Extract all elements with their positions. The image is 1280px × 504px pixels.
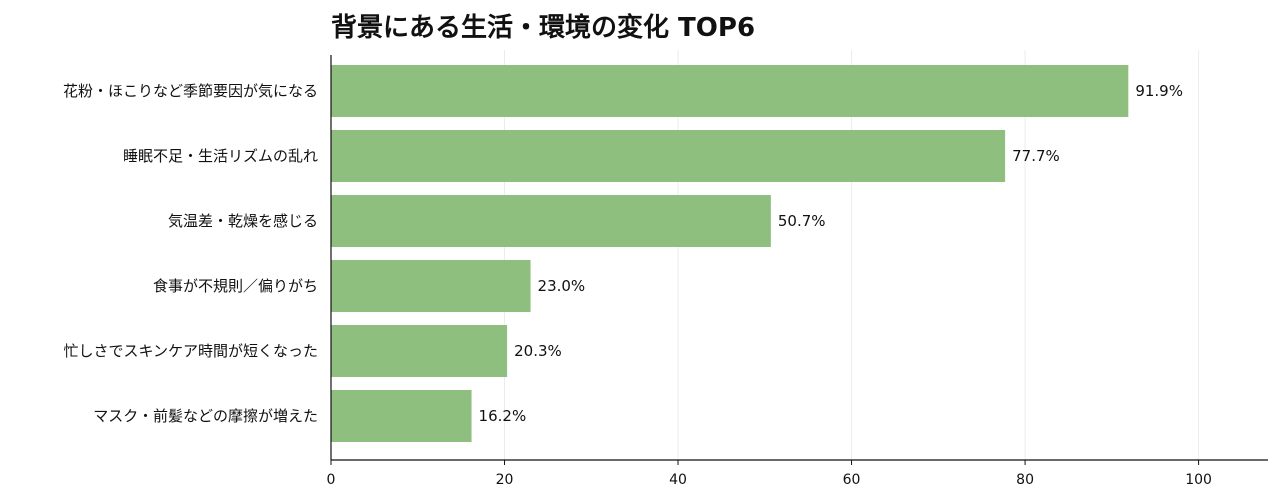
value-labels: 91.9% 77.7% 50.7% 23.0% 20.3% 16.2% bbox=[479, 82, 1183, 425]
category-label: マスク・前髪などの摩擦が増えた bbox=[93, 407, 318, 425]
category-label: 睡眠不足・生活リズムの乱れ bbox=[123, 147, 318, 165]
bar bbox=[331, 65, 1129, 117]
bar bbox=[331, 390, 472, 442]
category-label: 花粉・ほこりなど季節要因が気になる bbox=[63, 82, 318, 100]
gridlines bbox=[504, 50, 1200, 460]
value-label: 16.2% bbox=[479, 407, 527, 425]
x-tick-label: 60 bbox=[843, 472, 861, 488]
bar bbox=[331, 260, 531, 312]
category-label: 忙しさでスキンケア時間が短くなった bbox=[63, 342, 318, 360]
x-tick-label: 80 bbox=[1016, 472, 1034, 488]
category-label: 気温差・乾燥を感じる bbox=[168, 212, 318, 230]
value-label: 50.7% bbox=[778, 212, 826, 230]
x-tick-label: 0 bbox=[327, 472, 336, 488]
bar bbox=[331, 325, 508, 377]
value-label: 77.7% bbox=[1012, 147, 1060, 165]
category-labels: 花粉・ほこりなど季節要因が気になる睡眠不足・生活リズムの乱れ気温差・乾燥を感じる… bbox=[63, 82, 318, 425]
value-label: 23.0% bbox=[538, 277, 586, 295]
category-label: 食事が不規則／偏りがち bbox=[153, 277, 318, 295]
chart-title: 背景にある生活・環境の変化 TOP6 bbox=[331, 12, 755, 43]
value-label: 20.3% bbox=[514, 342, 562, 360]
bar bbox=[331, 130, 1006, 182]
x-tick-label: 100 bbox=[1185, 472, 1212, 488]
x-tick-label: 20 bbox=[496, 472, 514, 488]
bar bbox=[331, 195, 771, 247]
x-axis: 0 20 40 60 80 100 bbox=[327, 55, 1268, 488]
value-label: 91.9% bbox=[1135, 82, 1183, 100]
bars-group bbox=[331, 65, 1129, 442]
x-tick-label: 40 bbox=[669, 472, 687, 488]
